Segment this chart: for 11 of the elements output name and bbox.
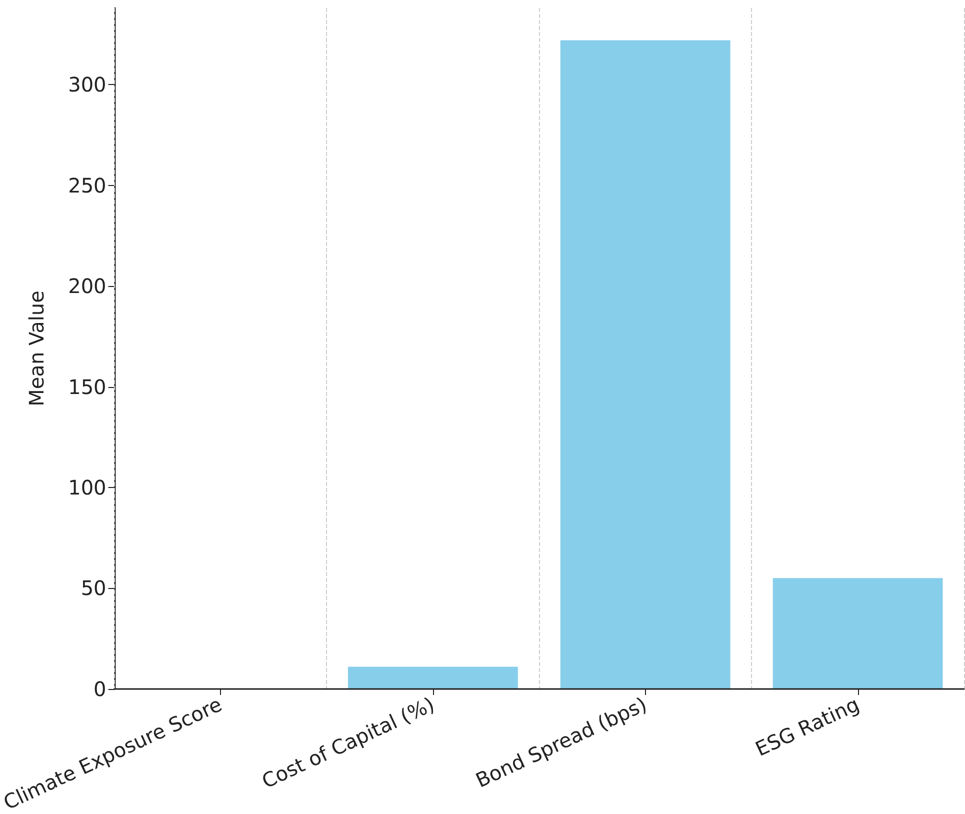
y-tick-label: 250 xyxy=(68,173,106,198)
y-tick-label: 0 xyxy=(94,676,106,701)
y-tick-label: 300 xyxy=(68,72,106,97)
y-tick-label: 100 xyxy=(68,475,106,500)
y-tick-label: 150 xyxy=(68,374,106,399)
bar xyxy=(348,666,518,689)
y-tick-label: 50 xyxy=(80,576,106,600)
bar xyxy=(560,40,730,689)
bar xyxy=(772,578,943,689)
y-tick-label: 200 xyxy=(68,274,106,298)
y-axis-title: Mean Value xyxy=(24,290,48,406)
